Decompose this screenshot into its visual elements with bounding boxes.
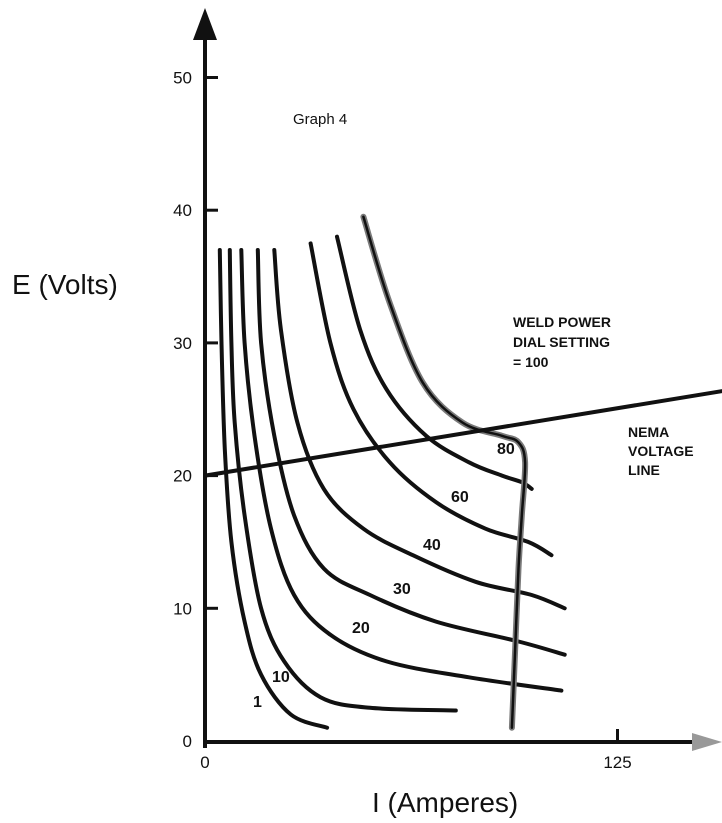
weld-power-label-line3: = 100 — [513, 354, 549, 370]
x-tick-label: 125 — [603, 753, 631, 772]
weld-curve-100 — [362, 215, 527, 729]
curve-label-40: 40 — [423, 537, 441, 554]
nema-label-line2: VOLTAGE — [628, 443, 694, 459]
nema-voltage-line — [203, 389, 722, 478]
x-tick-label: 0 — [200, 753, 209, 772]
weld-power-label-line2: DIAL SETTING — [513, 334, 610, 350]
curve-label-1: 1 — [253, 694, 262, 711]
curve-label-10: 10 — [272, 669, 290, 686]
curve-label-20: 20 — [352, 620, 370, 637]
curve-label-60: 60 — [451, 489, 469, 506]
chart-title: Graph 4 — [293, 111, 347, 128]
y-tick-label: 0 — [183, 732, 192, 751]
weld-power-label-line1: WELD POWER — [513, 314, 611, 330]
weld-curve-30 — [255, 248, 567, 657]
y-tick-label: 50 — [173, 69, 192, 88]
weld-curve-20 — [239, 248, 564, 693]
nema-label-line3: LINE — [628, 462, 660, 478]
nema-label-line1: NEMA — [628, 424, 669, 440]
weld-curve-80 — [335, 234, 534, 491]
y-tick-label: 40 — [173, 201, 192, 220]
y-tick-label: 20 — [173, 467, 192, 486]
weld-curve-10 — [227, 248, 458, 713]
curve-label-80: 80 — [497, 441, 515, 458]
curve-label-30: 30 — [393, 581, 411, 598]
weld-curve-40 — [272, 248, 567, 611]
weld-curve-1 — [217, 248, 330, 730]
y-axis-arrow-icon — [193, 8, 217, 40]
weld-curve-60 — [308, 241, 554, 558]
x-axis-title: I (Amperes) — [372, 787, 518, 818]
y-tick-label: 30 — [173, 334, 192, 353]
y-tick-label: 10 — [173, 599, 192, 618]
y-axis-title: E (Volts) — [12, 269, 118, 300]
x-axis-arrow-icon — [692, 733, 722, 751]
